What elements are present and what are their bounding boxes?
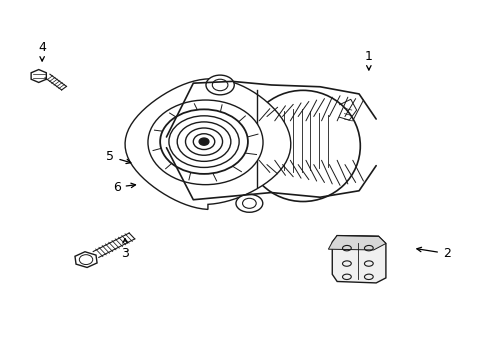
Text: 3: 3 [121,239,129,260]
Ellipse shape [245,90,360,202]
Text: 1: 1 [364,50,372,70]
Polygon shape [125,79,290,210]
Polygon shape [75,252,97,267]
Text: 5: 5 [106,150,130,163]
Polygon shape [31,69,46,82]
Ellipse shape [205,75,234,95]
Circle shape [160,109,247,174]
Polygon shape [328,235,385,250]
Text: 4: 4 [38,41,46,61]
Circle shape [148,100,263,185]
Circle shape [199,138,208,145]
Polygon shape [331,235,385,283]
Text: 6: 6 [113,181,135,194]
Ellipse shape [236,194,262,212]
Text: 2: 2 [416,247,450,260]
